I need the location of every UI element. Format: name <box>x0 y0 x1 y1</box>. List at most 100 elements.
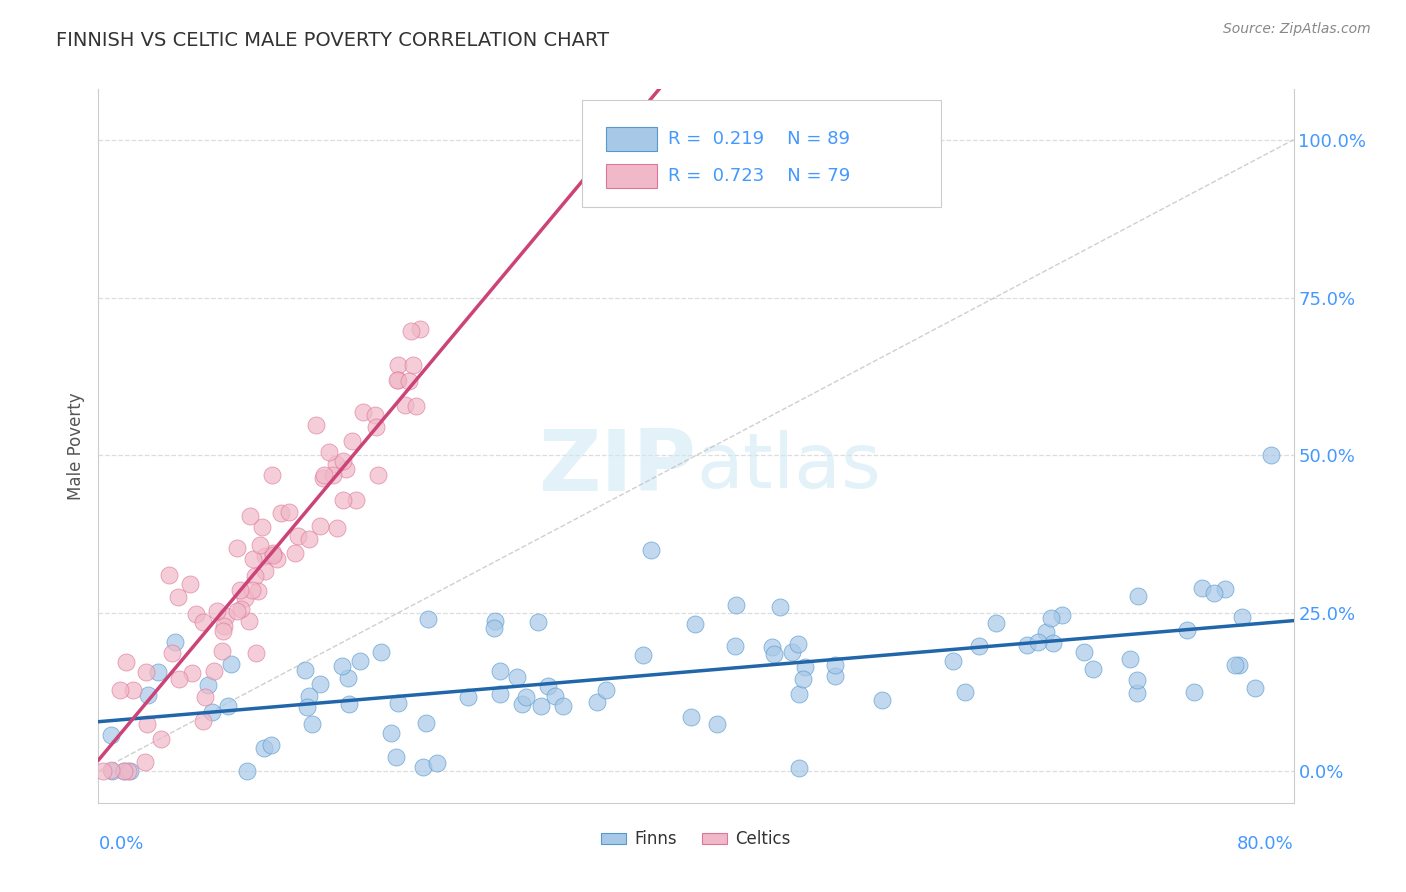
Point <box>398 375 420 389</box>
Point <box>211 644 233 658</box>
Point <box>181 665 204 680</box>
Point <box>332 493 354 508</box>
Point <box>136 688 159 702</box>
Point <box>640 543 662 558</box>
Point <box>332 658 354 673</box>
Point <box>457 690 479 705</box>
Point <box>166 591 188 605</box>
Point <box>194 690 217 704</box>
Point <box>1191 581 1213 595</box>
Point <box>309 677 332 691</box>
Point <box>335 461 357 475</box>
Point <box>266 552 288 566</box>
Point <box>262 549 284 563</box>
Point <box>387 697 409 711</box>
Point <box>489 687 512 701</box>
Point <box>370 645 392 659</box>
Point <box>1260 449 1282 463</box>
Text: atlas: atlas <box>696 431 880 504</box>
Point <box>242 552 264 566</box>
Point <box>1182 684 1205 698</box>
Point <box>515 690 537 704</box>
Point <box>941 654 963 668</box>
Point <box>1227 658 1250 673</box>
Point <box>340 434 363 448</box>
FancyBboxPatch shape <box>606 127 657 152</box>
Point <box>100 763 122 777</box>
Point <box>387 358 409 372</box>
Legend: Finns, Celtics: Finns, Celtics <box>595 824 797 855</box>
Point <box>262 468 284 483</box>
Point <box>146 665 169 679</box>
Point <box>322 468 344 483</box>
Point <box>326 521 349 535</box>
Point <box>725 599 748 613</box>
Point <box>121 682 143 697</box>
Point <box>191 615 214 630</box>
Point <box>249 538 271 552</box>
Point <box>1035 624 1057 639</box>
Point <box>794 660 817 674</box>
Point <box>586 695 609 709</box>
Point <box>212 618 235 632</box>
Point <box>197 678 219 692</box>
Point <box>1119 652 1142 666</box>
Point <box>93 764 115 778</box>
Point <box>165 635 187 649</box>
Point <box>530 699 553 714</box>
Point <box>260 738 283 752</box>
Point <box>135 665 157 680</box>
Text: R =  0.723    N = 79: R = 0.723 N = 79 <box>668 168 851 186</box>
Text: FINNISH VS CELTIC MALE POVERTY CORRELATION CHART: FINNISH VS CELTIC MALE POVERTY CORRELATI… <box>56 31 609 50</box>
Point <box>1175 623 1198 637</box>
Text: 0.0%: 0.0% <box>98 835 143 853</box>
Point <box>1243 681 1265 695</box>
Point <box>488 664 510 678</box>
Point <box>1042 636 1064 650</box>
Point <box>167 672 190 686</box>
Point <box>387 373 409 387</box>
Y-axis label: Male Poverty: Male Poverty <box>66 392 84 500</box>
Point <box>112 764 135 778</box>
Point <box>100 728 122 742</box>
Point <box>401 358 423 372</box>
Point <box>426 756 449 771</box>
Point <box>1223 657 1246 672</box>
Point <box>768 599 790 614</box>
Point <box>186 607 208 621</box>
Point <box>108 683 131 698</box>
Point <box>405 399 427 413</box>
Point <box>1126 673 1149 687</box>
Point <box>537 679 560 693</box>
Point <box>631 648 654 662</box>
Point <box>253 740 276 755</box>
Point <box>1126 589 1149 603</box>
Point <box>349 654 371 668</box>
Point <box>112 764 135 778</box>
Text: R =  0.219    N = 89: R = 0.219 N = 89 <box>668 130 851 148</box>
Point <box>239 509 262 524</box>
Point <box>235 764 257 778</box>
FancyBboxPatch shape <box>606 164 657 188</box>
Point <box>101 764 124 778</box>
Point <box>967 640 990 654</box>
Point <box>385 750 408 764</box>
Point <box>399 325 422 339</box>
Point <box>337 671 360 685</box>
Point <box>240 582 263 597</box>
Point <box>202 664 225 678</box>
Point <box>270 506 292 520</box>
Point <box>284 546 307 560</box>
Point <box>505 670 527 684</box>
Text: ZIP: ZIP <box>538 425 696 509</box>
Point <box>134 755 156 769</box>
Point <box>160 646 183 660</box>
Point <box>344 493 367 508</box>
Point <box>1081 662 1104 676</box>
Point <box>761 640 783 654</box>
Point <box>318 444 340 458</box>
Point <box>233 591 256 606</box>
Point <box>352 405 374 419</box>
Point <box>115 655 138 669</box>
Point <box>337 697 360 711</box>
